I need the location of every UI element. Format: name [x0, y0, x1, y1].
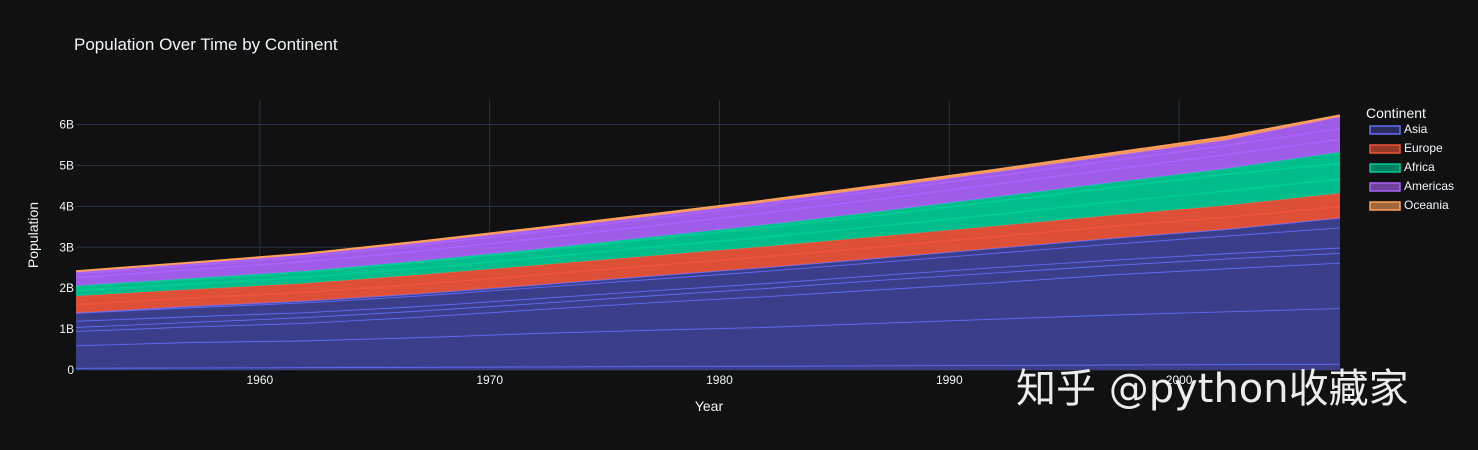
series-oceania	[75, 114, 1341, 273]
x-axis-title: Year	[695, 398, 724, 414]
area-band	[76, 262, 1340, 346]
legend-swatch	[1369, 125, 1401, 135]
area-band	[76, 178, 1340, 296]
legend-label: Asia	[1404, 122, 1428, 136]
x-tick-label: 1960	[247, 373, 274, 387]
area-band	[76, 139, 1340, 286]
legend-item-oceania[interactable]: Oceania	[1369, 198, 1449, 212]
legend-label: Oceania	[1404, 198, 1449, 212]
area-band	[76, 193, 1340, 305]
y-axis: 0 1B 2B 3B 4B 5B 6B	[59, 118, 74, 377]
y-tick-label: 3B	[59, 240, 74, 254]
x-axis: 1960 1970 1980 1990 2000	[247, 373, 1193, 387]
legend-item-asia[interactable]: Asia	[1369, 122, 1428, 136]
legend-label: Americas	[1404, 179, 1454, 193]
legend-item-africa[interactable]: Africa	[1369, 160, 1435, 174]
legend-item-europe[interactable]: Europe	[1369, 141, 1443, 155]
area-band	[76, 308, 1340, 368]
y-axis-title: Population	[25, 202, 41, 268]
series-asia	[75, 217, 1341, 370]
area-boundary-line	[75, 192, 1341, 297]
legend-swatch	[1369, 144, 1401, 154]
legend: Continent Asia Europe Africa Americas Oceani…	[1366, 105, 1454, 212]
x-tick-label: 1970	[476, 373, 503, 387]
legend-label: Europe	[1404, 141, 1443, 155]
legend-swatch	[1369, 182, 1401, 192]
y-tick-label: 5B	[59, 158, 74, 172]
x-tick-label: 1980	[706, 373, 733, 387]
y-tick-label: 2B	[59, 281, 74, 295]
legend-label: Africa	[1404, 160, 1435, 174]
plot-area	[75, 114, 1341, 370]
area-boundary-line	[75, 114, 1341, 272]
y-tick-label: 0	[67, 363, 74, 377]
y-tick-label: 4B	[59, 199, 74, 213]
legend-swatch	[1369, 163, 1401, 173]
series-europe	[75, 192, 1341, 313]
legend-swatch	[1369, 201, 1401, 211]
y-tick-label: 6B	[59, 118, 74, 132]
x-tick-label: 2000	[1166, 373, 1193, 387]
y-tick-label: 1B	[59, 322, 74, 336]
x-tick-label: 1990	[936, 373, 963, 387]
legend-title: Continent	[1366, 105, 1426, 121]
legend-item-americas[interactable]: Americas	[1369, 179, 1454, 193]
chart-title: Population Over Time by Continent	[74, 35, 338, 54]
watermark-text: 知乎 @python收藏家	[1016, 366, 1409, 412]
